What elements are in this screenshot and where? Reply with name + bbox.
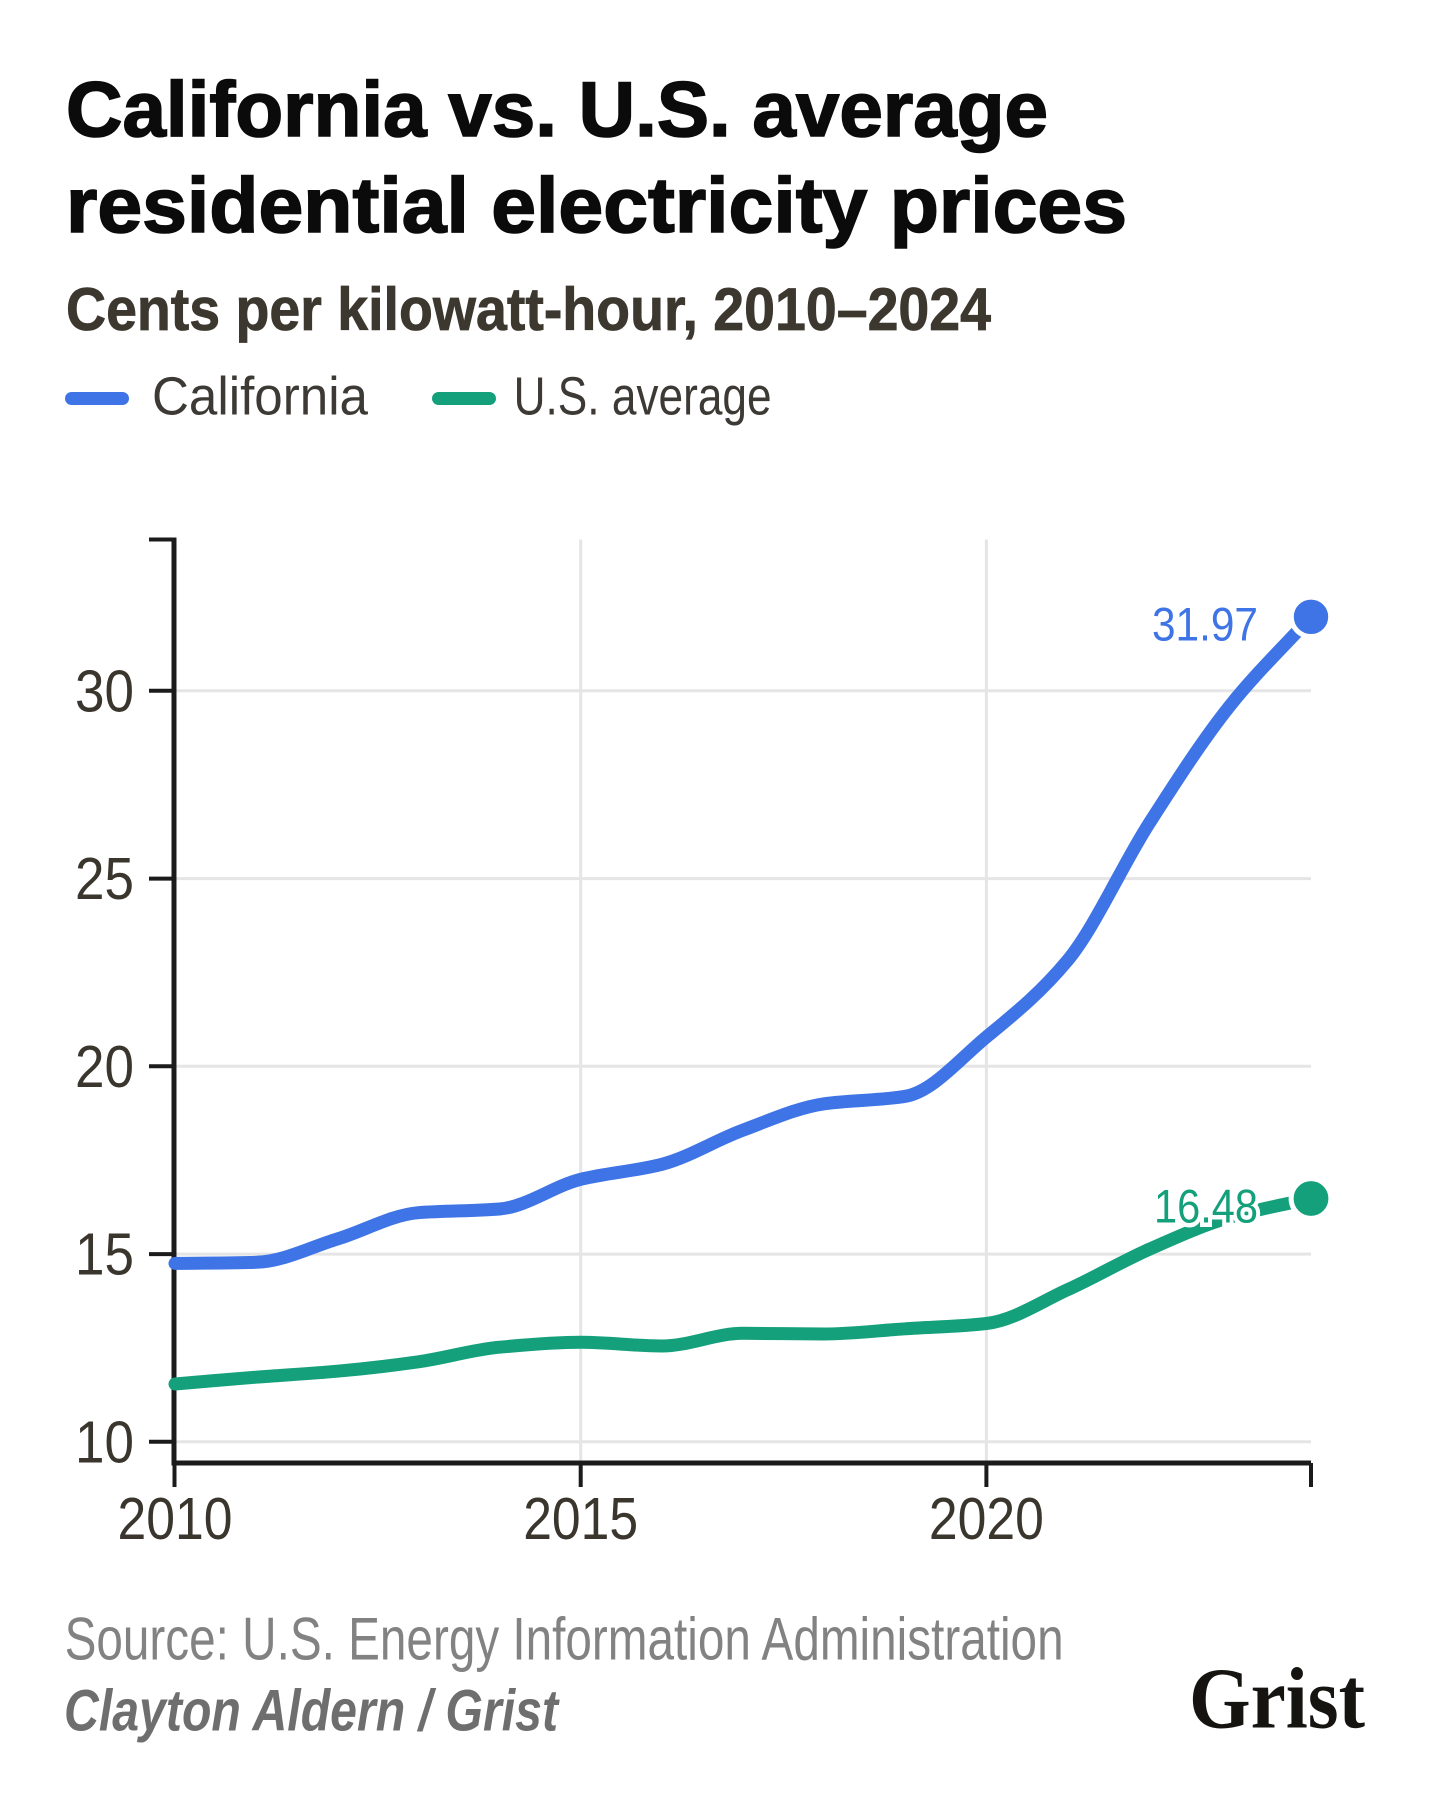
svg-text:California vs. U.S. average: California vs. U.S. average (66, 65, 1048, 153)
svg-text:California: California (152, 366, 369, 426)
svg-text:2020: 2020 (929, 1486, 1044, 1552)
svg-text:2015: 2015 (523, 1486, 638, 1552)
svg-text:Source: U.S. Energy Informatio: Source: U.S. Energy Information Administ… (65, 1605, 1064, 1672)
svg-text:20: 20 (75, 1034, 134, 1100)
svg-text:U.S. average: U.S. average (514, 366, 772, 426)
svg-text:Clayton Aldern / Grist: Clayton Aldern / Grist (64, 1679, 560, 1744)
svg-text:31.97: 31.97 (1152, 598, 1258, 651)
svg-text:15: 15 (75, 1222, 134, 1288)
svg-text:2010: 2010 (118, 1486, 233, 1552)
svg-text:residential electricity prices: residential electricity prices (66, 161, 1127, 249)
svg-text:Cents per kilowatt-hour, 2010–: Cents per kilowatt-hour, 2010–2024 (66, 276, 992, 343)
svg-text:30: 30 (75, 658, 134, 724)
svg-text:16.48: 16.48 (1154, 1180, 1258, 1233)
svg-text:10: 10 (75, 1409, 134, 1475)
svg-text:Grist: Grist (1189, 1650, 1365, 1747)
svg-text:25: 25 (75, 846, 134, 912)
